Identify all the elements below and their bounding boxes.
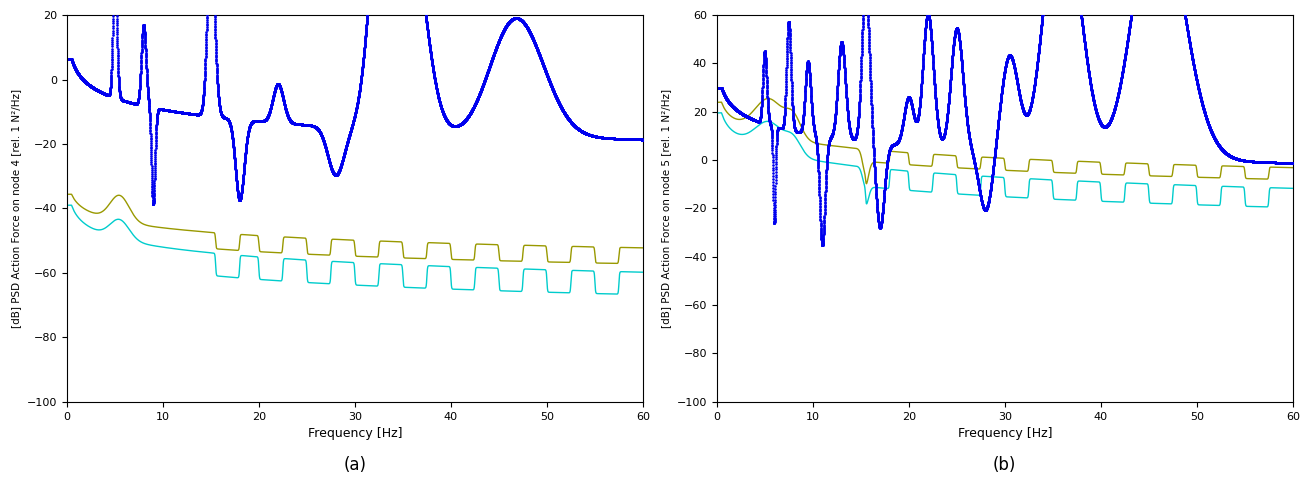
X-axis label: Frequency [Hz]: Frequency [Hz]	[957, 427, 1051, 440]
Y-axis label: [dB] PSD Action Force on node 4 [rel. 1 N²/Hz]: [dB] PSD Action Force on node 4 [rel. 1 …	[10, 89, 21, 328]
X-axis label: Frequency [Hz]: Frequency [Hz]	[308, 427, 402, 440]
Text: (b): (b)	[994, 456, 1016, 474]
Y-axis label: [dB] PSD Action Force on node 5 [rel. 1 N²/Hz]: [dB] PSD Action Force on node 5 [rel. 1 …	[661, 89, 671, 328]
Text: (a): (a)	[343, 456, 366, 474]
